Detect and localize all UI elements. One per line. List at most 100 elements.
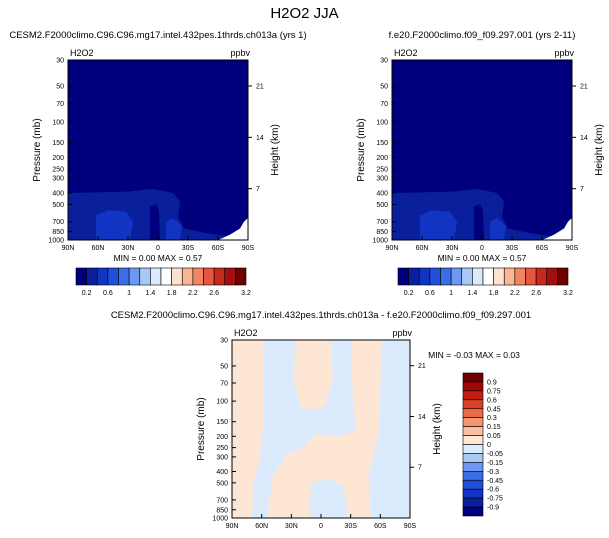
colorbar-swatch: [462, 453, 484, 463]
colorbar-swatch: [462, 462, 484, 472]
colorbar-label: 2.2: [188, 290, 198, 297]
colorbar-swatch: [514, 267, 526, 286]
y-tick-label: 100: [216, 399, 228, 406]
colorbar-label: 0.45: [487, 406, 501, 413]
x-tick-label: 30N: [122, 245, 135, 252]
y-tick-label: 100: [376, 119, 388, 126]
x-tick-label: 90N: [226, 523, 239, 530]
y-tick-label: 850: [216, 507, 228, 514]
units-label: ppbv: [230, 48, 250, 58]
y-axis-title: Pressure (mb): [356, 118, 367, 181]
x-tick-label: 60N: [416, 245, 429, 252]
colorbar-swatch: [535, 267, 548, 286]
y-tick-label: 200: [52, 155, 64, 162]
y-tick-label: 30: [380, 58, 388, 65]
x-tick-label: 30S: [506, 245, 519, 252]
colorbar-swatch: [557, 267, 569, 286]
panel-title: CESM2.F2000climo.C96.C96.mg17.intel.432p…: [9, 30, 306, 41]
colorbar-swatch: [482, 267, 494, 286]
x-tick-label: 90S: [566, 245, 579, 252]
y-tick-label: 700: [216, 497, 228, 504]
colorbar-swatch: [224, 267, 236, 286]
colorbar-swatch: [493, 267, 505, 286]
colorbar-swatch: [429, 267, 441, 286]
colorbar-label: 0: [487, 442, 491, 449]
x-tick-label: 30S: [344, 523, 357, 530]
colorbar-swatch: [181, 267, 194, 286]
field: [232, 340, 410, 518]
chart-panel-2: f.e20.F2000climo.f09_f09.297.001 (yrs 2-…: [356, 30, 605, 297]
x-tick-label: 60N: [92, 245, 105, 252]
colorbar-swatch: [462, 479, 484, 490]
colorbar-label: 0.75: [487, 388, 501, 395]
y-tick-label: 250: [52, 166, 64, 173]
colorbar-label: 0.6: [487, 397, 497, 404]
colorbar: 0.2 0.6 1 1.4 1.8 2.2 2.6 3.2: [397, 267, 573, 297]
y-tick-label: 1000: [48, 238, 64, 245]
y-tick-label: 500: [376, 202, 388, 209]
y-axis-title: Pressure (mb): [32, 118, 43, 181]
colorbar-swatch: [171, 267, 183, 286]
colorbar-label: 1: [127, 290, 131, 297]
field-level-2b: [166, 217, 182, 240]
colorbar-label: 3.2: [563, 290, 573, 297]
colorbar-swatch: [213, 267, 226, 286]
colorbar-label: 3.2: [241, 290, 251, 297]
y-tick-label: 30: [56, 58, 64, 65]
x-tick-label: 30N: [446, 245, 459, 252]
y-tick-label: 150: [216, 419, 228, 426]
colorbar-swatch: [503, 267, 516, 286]
y-tick-label: 700: [376, 219, 388, 226]
variable-label: H2O2: [394, 48, 418, 58]
y-axis-title: Pressure (mb): [196, 397, 207, 460]
y-tick-label: 1000: [372, 238, 388, 245]
colorbar-swatch: [462, 488, 484, 499]
colorbar-swatch: [192, 267, 204, 286]
field-level-2b: [490, 217, 506, 240]
colorbar-label: -0.3: [487, 469, 499, 476]
y2-tick-label: 21: [418, 363, 426, 370]
y-tick-label: 400: [216, 469, 228, 476]
x-tick-label: 90N: [386, 245, 399, 252]
colorbar-swatch: [462, 435, 484, 445]
colorbar-swatch: [86, 267, 98, 286]
colorbar-label: -0.45: [487, 478, 503, 485]
colorbar-swatch: [462, 506, 484, 517]
y2-tick-label: 21: [580, 84, 588, 91]
colorbar-label: 2.6: [531, 290, 541, 297]
y-tick-label: 70: [380, 101, 388, 108]
field-core: [150, 204, 160, 240]
colorbar-label: 0.3: [487, 415, 497, 422]
x-tick-label: 30S: [182, 245, 195, 252]
colorbar-swatch: [118, 267, 130, 286]
y-tick-label: 850: [52, 229, 64, 236]
units-label: ppbv: [554, 48, 574, 58]
colorbar-swatch: [160, 267, 172, 286]
colorbar-label: 1.4: [146, 290, 156, 297]
x-tick-label: 60S: [212, 245, 225, 252]
colorbar-swatch: [75, 267, 87, 286]
colorbar-swatch: [96, 267, 109, 286]
colorbar-swatch: [440, 267, 452, 286]
y2-tick-label: 14: [256, 135, 264, 142]
y-tick-label: 70: [220, 381, 228, 388]
y-tick-label: 1000: [212, 516, 228, 523]
colorbar-swatch: [462, 497, 484, 508]
colorbar-swatch: [408, 267, 420, 286]
field-negative-c: [368, 340, 410, 518]
colorbar: 0.9 0.75 0.6 0.45 0.3 0.15 0.05 0 -0.05 -0.15 -0.3…: [462, 372, 503, 517]
colorbar-label: -0.6: [487, 487, 499, 494]
panels: CESM2.F2000climo.C96.C96.mg17.intel.432p…: [9, 30, 605, 530]
colorbar-swatch: [525, 267, 537, 286]
units-label: ppbv: [392, 328, 412, 338]
colorbar-swatch: [128, 267, 141, 286]
field-positive-edge: [232, 340, 250, 507]
panel-title: CESM2.F2000climo.C96.C96.mg17.intel.432p…: [111, 310, 531, 321]
x-tick-label: 90S: [404, 523, 417, 530]
field-negative-a: [251, 340, 356, 518]
colorbar-swatch: [203, 267, 215, 286]
y2-tick-label: 21: [256, 84, 264, 91]
colorbar-label: 1.8: [489, 290, 499, 297]
field-level-2: [420, 210, 457, 240]
colorbar-swatch: [462, 381, 484, 392]
